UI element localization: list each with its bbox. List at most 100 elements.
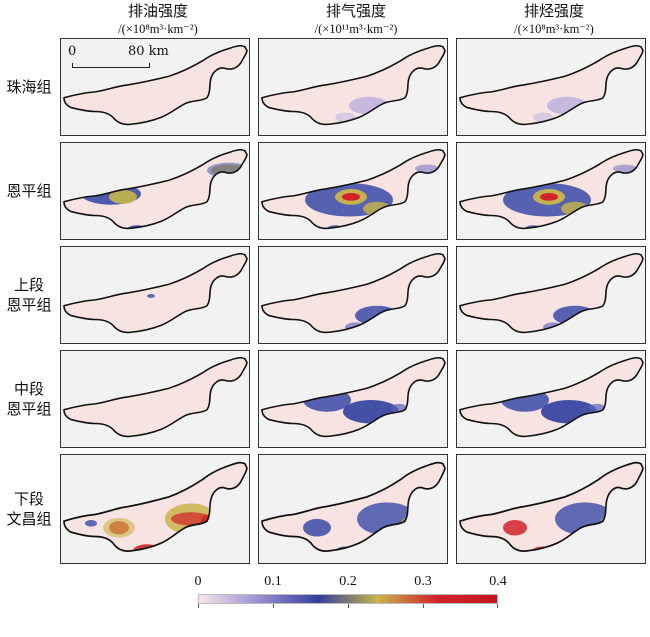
basin-area <box>64 149 247 229</box>
basin-outline <box>261 44 446 126</box>
intensity-blob <box>147 294 155 298</box>
basin-area <box>64 462 247 552</box>
basin-map <box>261 461 446 552</box>
intensity-blob <box>363 201 391 216</box>
colorbar: 0 0.1 0.2 0.3 0.4 <box>188 574 507 634</box>
map-panel-r1-c2 <box>258 38 448 136</box>
map-panel-r5-c1 <box>60 454 250 564</box>
column-unit-text: /(×10⁸m³·km⁻²) <box>514 22 594 36</box>
colorbar-tick-mark <box>198 604 199 608</box>
map-panel-r5-c2 <box>258 454 448 564</box>
map-panel-r3-c2 <box>258 246 448 344</box>
basin-map <box>63 461 248 552</box>
intensity-blob <box>600 516 614 530</box>
basin-outline <box>261 461 446 552</box>
row-label-line1: 珠海组 <box>6 78 52 96</box>
intensity-blob <box>303 518 331 537</box>
basin-area <box>460 357 643 437</box>
basin-outline <box>459 44 644 126</box>
column-title-text: 排油强度 <box>127 2 188 20</box>
basin-area <box>64 45 247 125</box>
basin-map <box>261 252 446 334</box>
intensity-blob <box>541 399 597 424</box>
colorbar-tick-label: 0 <box>194 574 202 589</box>
column-title-hydrocarbon: 排烃强度 /(×10⁸m³·km⁻²) <box>456 2 650 38</box>
intensity-blob <box>109 190 137 204</box>
basin-map <box>459 44 644 126</box>
map-panel-r3-c3 <box>456 246 646 344</box>
intensity-blob <box>391 403 407 412</box>
basin-map <box>459 252 644 334</box>
basin-outline <box>261 356 446 438</box>
basin-outline <box>63 461 248 552</box>
basin-outline <box>63 252 248 334</box>
intensity-blob <box>613 164 637 173</box>
row-label-line1: 下段 <box>13 490 44 508</box>
colorbar-tick-label: 0.2 <box>339 574 357 589</box>
row-label-line1: 中段 <box>13 380 44 398</box>
map-panel-r2-c2 <box>258 142 448 240</box>
basin-map <box>261 356 446 438</box>
map-panel-r2-c1 <box>60 142 250 240</box>
row-label-enping: 恩平组 <box>0 142 58 240</box>
map-panel-r2-c3 <box>456 142 646 240</box>
scale-bar-end-label: 80 km <box>128 44 169 59</box>
intensity-blob <box>171 512 211 526</box>
basin-map <box>261 148 446 230</box>
column-unit-text: /(×10⁸m³·km⁻²) <box>118 22 198 36</box>
colorbar-tick-mark <box>423 604 424 608</box>
intensity-blob <box>342 192 360 201</box>
map-panel-r1-c3 <box>456 38 646 136</box>
map-panel-r5-c3 <box>456 454 646 564</box>
basin-area <box>460 462 643 552</box>
intensity-blob <box>335 112 355 123</box>
basin-outline <box>459 356 644 438</box>
colorbar-tick-marks <box>198 604 498 608</box>
basin-area <box>262 357 445 437</box>
intensity-blob <box>401 516 417 530</box>
colorbar-tick-label: 0.4 <box>489 574 507 589</box>
intensity-blob <box>503 520 527 536</box>
basin-map <box>459 461 644 552</box>
row-label-upper-enping: 上段 恩平组 <box>0 246 58 344</box>
colorbar-tick-mark <box>497 604 498 608</box>
basin-area <box>460 253 643 333</box>
map-panel-r3-c1 <box>60 246 250 344</box>
intensity-blob <box>112 393 122 398</box>
basin-area <box>262 253 445 333</box>
basin-outline <box>63 44 248 126</box>
basin-map <box>63 252 248 334</box>
row-label-line1: 恩平组 <box>6 182 52 200</box>
map-panel-r1-c1 <box>60 38 250 136</box>
basin-map <box>63 148 248 230</box>
basin-outline <box>63 148 248 230</box>
basin-area <box>262 462 445 552</box>
column-title-text: 排烃强度 <box>523 2 584 20</box>
intensity-blob <box>415 164 439 173</box>
map-panel-r4-c2 <box>258 350 448 448</box>
column-title-gas: 排气强度 /(×10¹¹m³·km⁻²) <box>258 2 454 38</box>
basin-map <box>459 148 644 230</box>
intensity-blob <box>561 201 589 216</box>
column-title-oil: 排油强度 /(×10⁸m³·km⁻²) <box>60 2 256 38</box>
intensity-blob <box>589 403 605 412</box>
map-panel-r4-c1 <box>60 350 250 448</box>
colorbar-tick-mark <box>273 604 274 608</box>
row-label-line2: 恩平组 <box>6 296 52 314</box>
row-label-lower-wenchang: 下段 文昌组 <box>0 454 58 564</box>
colorbar-tick-label: 0.1 <box>264 574 282 589</box>
basin-map <box>63 44 248 126</box>
basin-outline <box>261 148 446 230</box>
intensity-blob <box>533 112 553 123</box>
intensity-blob <box>343 399 399 424</box>
basin-outline <box>459 148 644 230</box>
row-label-line1: 上段 <box>13 276 44 294</box>
intensity-blob <box>103 517 135 538</box>
map-panel-r4-c3 <box>456 350 646 448</box>
colorbar-gradient <box>198 594 498 604</box>
basin-area <box>64 357 247 437</box>
row-label-line2: 恩平组 <box>6 400 52 418</box>
colorbar-tick-mark <box>348 604 349 608</box>
intensity-blob <box>540 192 558 201</box>
row-label-middle-enping: 中段 恩平组 <box>0 350 58 448</box>
